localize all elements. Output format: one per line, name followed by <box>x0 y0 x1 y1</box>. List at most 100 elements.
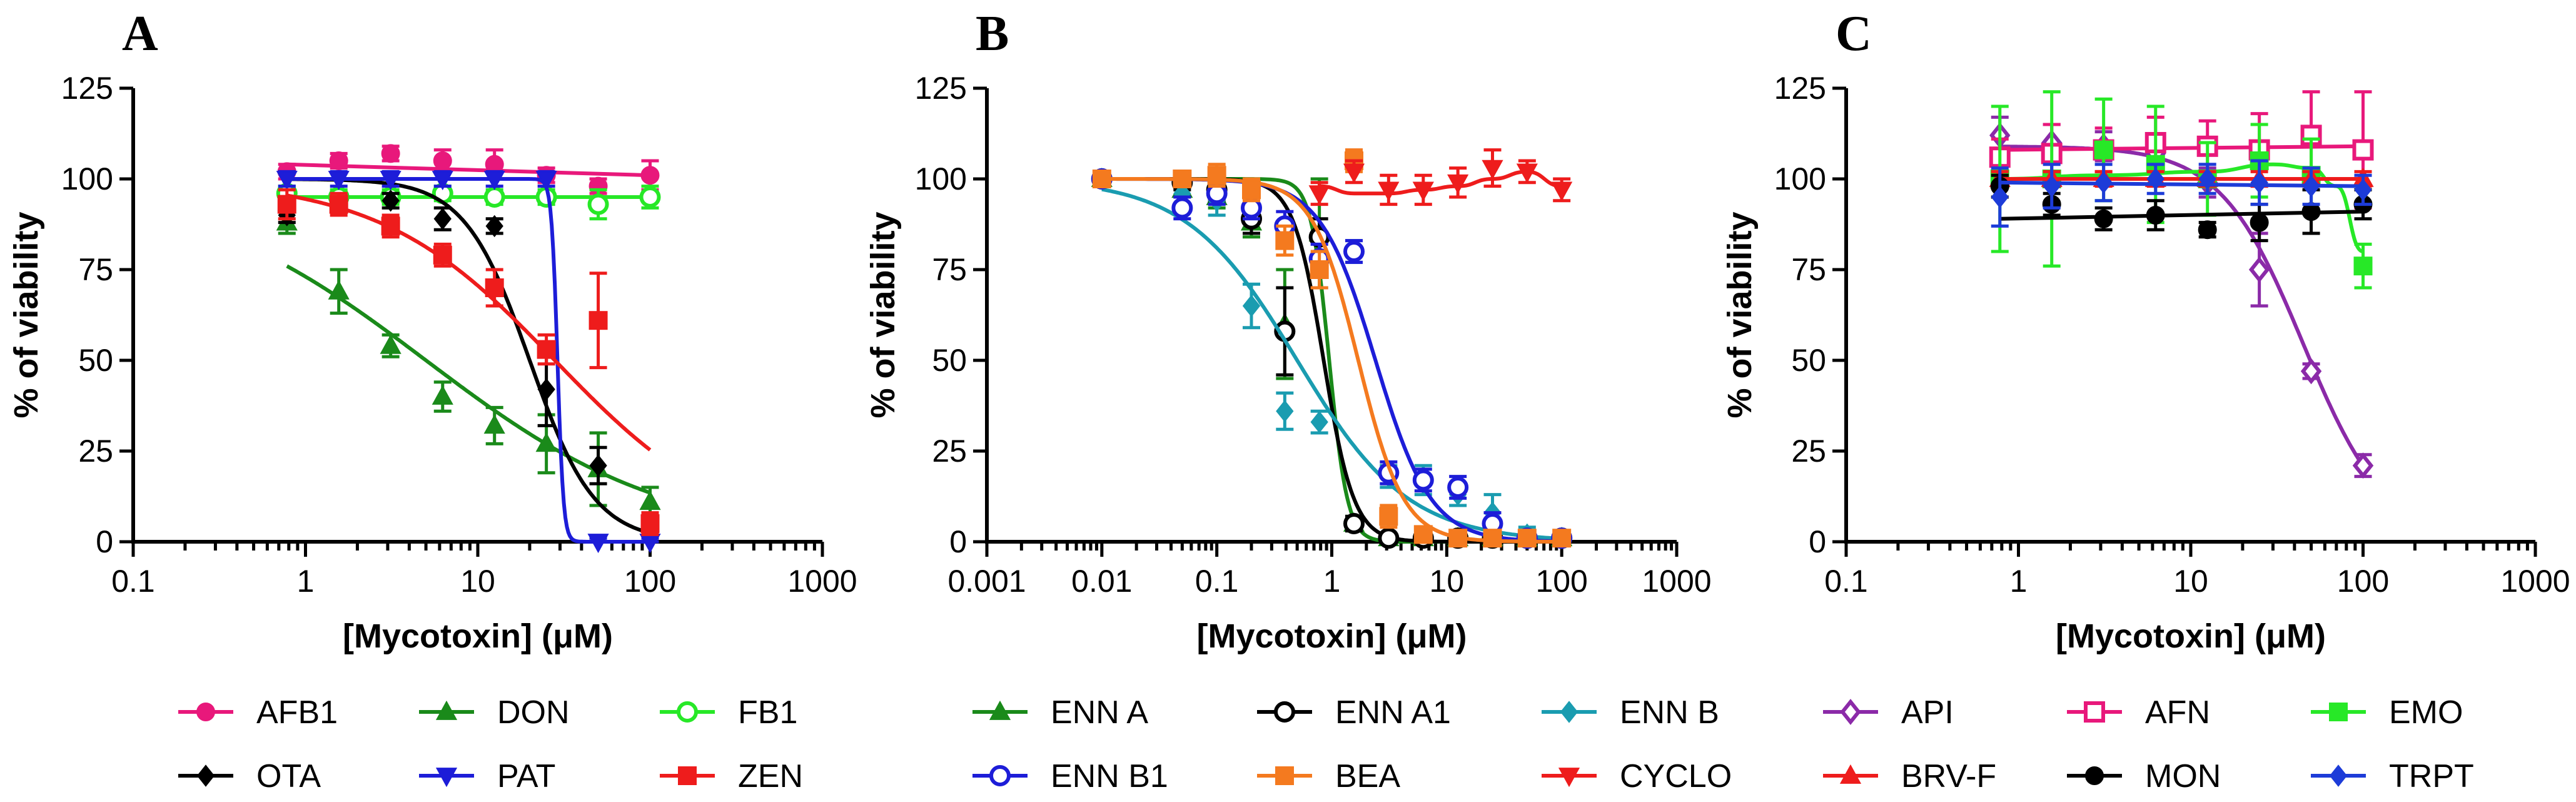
legend-marker <box>1840 699 1861 725</box>
y-tick-label: 75 <box>78 252 113 287</box>
data-point <box>483 186 505 208</box>
series-zen <box>277 188 660 536</box>
data-point <box>381 216 400 236</box>
data-point <box>1379 507 1398 526</box>
x-tick-label: 1000 <box>2500 564 2570 599</box>
legend-label: ENN A <box>1051 694 1148 731</box>
y-tick-label: 100 <box>61 161 113 196</box>
data-point <box>2248 256 2270 283</box>
data-point <box>1413 525 1433 544</box>
data-point <box>380 171 402 191</box>
legend-label: ENN B1 <box>1051 758 1168 794</box>
legend-item-afn: AFN <box>2067 694 2210 731</box>
data-point <box>2352 452 2374 479</box>
series-enn-b1 <box>1091 168 1573 549</box>
legend-item-enn-a: ENN A <box>972 694 1148 731</box>
fit-curve-enn-a <box>1101 177 1562 544</box>
data-point <box>1242 295 1261 317</box>
data-point <box>329 195 348 214</box>
y-tick-label: 50 <box>78 343 113 378</box>
legend-label: FB1 <box>738 694 797 731</box>
data-point <box>432 171 453 191</box>
legend-marker <box>1558 768 1580 788</box>
data-point <box>1275 231 1295 250</box>
data-point <box>1171 197 1193 219</box>
legend-item-don: DON <box>419 694 570 731</box>
legend-label: AFB1 <box>256 694 338 731</box>
y-tick-label: 100 <box>1774 161 1826 196</box>
y-tick-label: 50 <box>1791 343 1826 378</box>
fit-curve-ota <box>286 177 651 535</box>
panel-a: A 0 25 50 75 100 125 0.1 1 10 100 1000 [Mycotoxin] (… <box>8 6 857 794</box>
fit-curve-enn-a1 <box>1101 177 1562 544</box>
series-ota <box>278 177 659 539</box>
legend-label: EMO <box>2389 694 2463 731</box>
data-point <box>537 340 556 359</box>
y-axis-title: % of viability <box>1721 211 1759 418</box>
data-point <box>1173 170 1192 188</box>
panel-letter: A <box>122 6 158 61</box>
data-point <box>433 151 452 170</box>
data-point <box>381 144 400 163</box>
y-tick-label: 50 <box>932 343 967 378</box>
legend-marker <box>989 700 1011 720</box>
legend-label: BRV-F <box>1901 758 1996 794</box>
legend-marker <box>435 700 458 720</box>
x-tick-label: 0.001 <box>947 564 1026 599</box>
data-point <box>639 186 661 208</box>
legend-marker <box>1839 764 1862 784</box>
data-point <box>639 490 661 510</box>
data-point <box>2198 220 2217 240</box>
data-point <box>2300 358 2322 385</box>
data-point <box>2250 171 2268 194</box>
data-point <box>485 215 503 238</box>
data-point <box>2352 139 2374 161</box>
data-point <box>1483 529 1502 548</box>
data-point <box>381 190 400 212</box>
data-point <box>2354 178 2372 201</box>
legend-item-cyclo: CYCLO <box>1542 758 1732 794</box>
data-point <box>2094 171 2113 194</box>
legend-item-api: API <box>1823 694 1954 731</box>
legend-marker <box>677 701 698 723</box>
fit-curve-afb1 <box>286 162 650 178</box>
legend-label: MON <box>2145 758 2221 794</box>
legend-marker <box>678 766 697 785</box>
y-tick-label: 0 <box>949 524 967 559</box>
data-point <box>2146 168 2164 190</box>
legend-label: AFN <box>2145 694 2210 731</box>
x-tick-label: 1000 <box>787 564 857 599</box>
fit-curve-don <box>286 264 651 495</box>
legend-label: ZEN <box>738 758 803 794</box>
data-point <box>2353 256 2373 276</box>
data-point <box>588 311 608 330</box>
legend-label: ENN B <box>1620 694 1719 731</box>
data-point <box>2198 168 2216 190</box>
fit-curve-pat <box>286 177 650 544</box>
legend: API AFN EMO BRV-F MON TRPT <box>1823 694 2474 794</box>
legend-item-brv-f: BRV-F <box>1823 758 1996 794</box>
fit-curve-bea <box>1101 177 1562 544</box>
data-point <box>433 245 452 265</box>
legend-item-emo: EMO <box>2311 694 2463 731</box>
x-tick-label: 1 <box>297 564 315 599</box>
x-tick-label: 0.1 <box>1195 564 1239 599</box>
legend-marker <box>196 764 215 787</box>
data-point <box>1552 529 1572 548</box>
panel-letter: C <box>1836 6 1872 61</box>
data-point <box>485 278 504 297</box>
data-point <box>1447 174 1469 194</box>
legend-marker <box>1274 701 1295 723</box>
data-point <box>1447 477 1469 498</box>
series-cyclo <box>1308 148 1573 206</box>
x-tick-label: 100 <box>2337 564 2389 599</box>
legend-label: TRPT <box>2389 758 2474 794</box>
legend-item-mon: MON <box>2067 758 2221 794</box>
x-tick-label: 10 <box>1430 564 1465 599</box>
data-point <box>483 414 505 434</box>
data-point <box>535 171 557 191</box>
data-point <box>2043 175 2061 198</box>
x-tick-label: 100 <box>624 564 676 599</box>
legend-label: API <box>1901 694 1954 731</box>
